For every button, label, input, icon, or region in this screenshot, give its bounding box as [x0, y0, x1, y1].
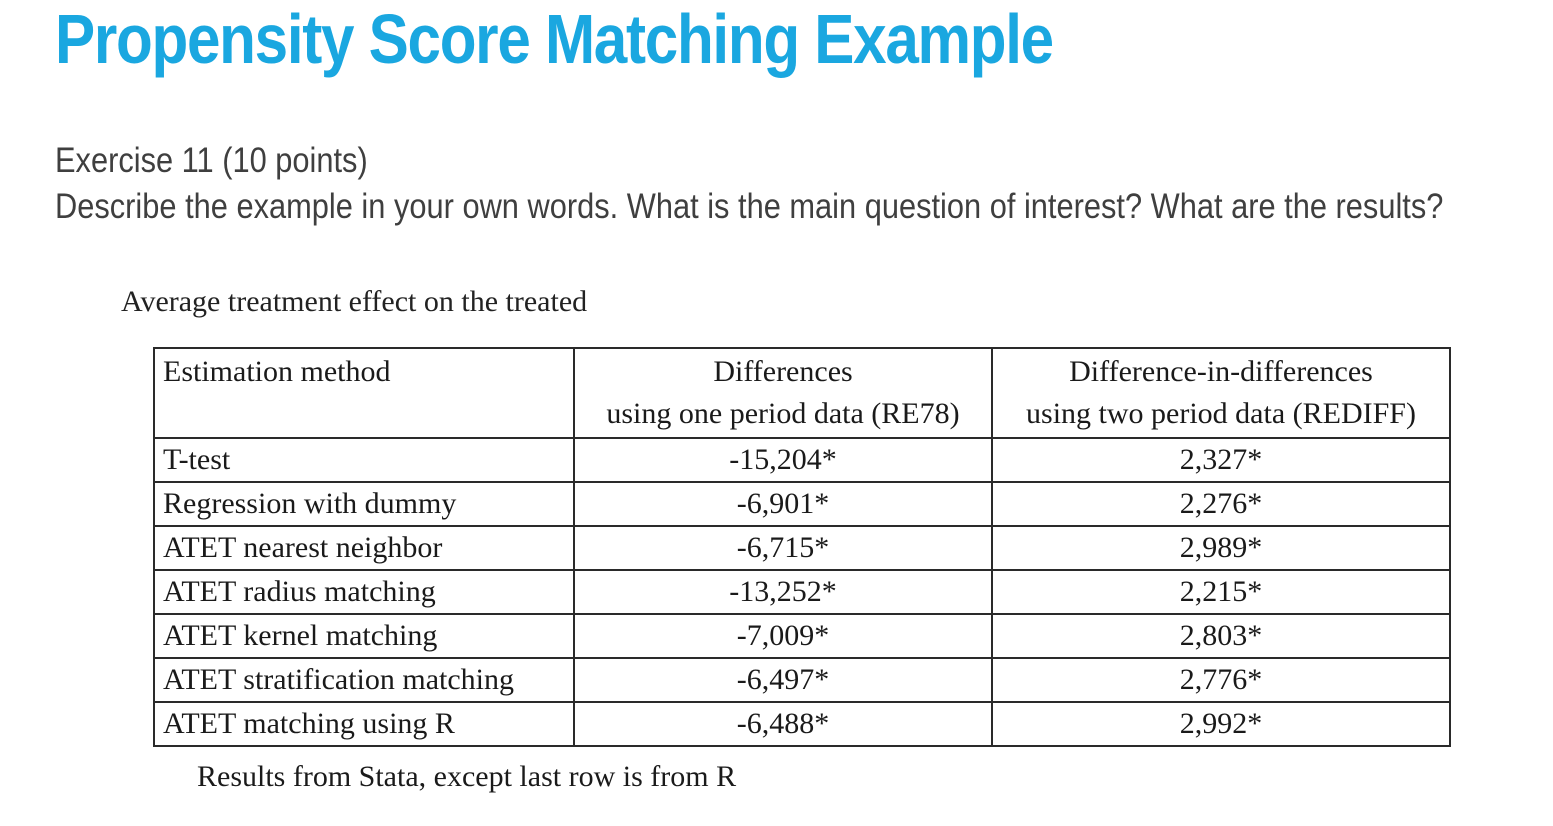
- cell-did: 2,215*: [991, 569, 1451, 615]
- header-differences-line-2: using one period data (RE78): [606, 397, 960, 430]
- header-did-line-2: using two period data (REDIFF): [1026, 397, 1416, 430]
- table-row: Regression with dummy -6,901* 2,276*: [153, 481, 1451, 527]
- cell-method: ATET stratification matching: [153, 657, 575, 703]
- cell-method: ATET matching using R: [153, 701, 575, 747]
- cell-did: 2,327*: [991, 437, 1451, 483]
- results-table: Estimation method Differences using one …: [153, 347, 1451, 747]
- cell-differences: -13,252*: [573, 569, 993, 615]
- table-row: T-test -15,204* 2,327*: [153, 437, 1451, 483]
- page-title: Propensity Score Matching Example: [55, 0, 1054, 78]
- header-did-line-1: Difference-in-differences: [1069, 355, 1373, 388]
- cell-method: T-test: [153, 437, 575, 483]
- table-row: ATET nearest neighbor -6,715* 2,989*: [153, 525, 1451, 571]
- cell-method: ATET kernel matching: [153, 613, 575, 659]
- header-difference-in-differences: Difference-in-differences using two peri…: [991, 347, 1451, 439]
- cell-differences: -15,204*: [573, 437, 993, 483]
- table-header-row: Estimation method Differences using one …: [153, 347, 1451, 439]
- cell-did: 2,276*: [991, 481, 1451, 527]
- table-footnote: Results from Stata, except last row is f…: [197, 760, 737, 793]
- cell-method: Regression with dummy: [153, 481, 575, 527]
- header-differences: Differences using one period data (RE78): [573, 347, 993, 439]
- exercise-heading: Exercise 11 (10 points): [55, 141, 368, 180]
- exercise-prompt: Describe the example in your own words. …: [55, 187, 1444, 226]
- cell-differences: -6,488*: [573, 701, 993, 747]
- table-row: ATET kernel matching -7,009* 2,803*: [153, 613, 1451, 659]
- table-caption: Average treatment effect on the treated: [121, 285, 588, 318]
- cell-differences: -7,009*: [573, 613, 993, 659]
- exercise-block: Exercise 11 (10 points) Describe the exa…: [55, 138, 1443, 230]
- cell-differences: -6,497*: [573, 657, 993, 703]
- cell-did: 2,992*: [991, 701, 1451, 747]
- cell-did: 2,776*: [991, 657, 1451, 703]
- table-row: ATET stratification matching -6,497* 2,7…: [153, 657, 1451, 703]
- cell-differences: -6,715*: [573, 525, 993, 571]
- cell-differences: -6,901*: [573, 481, 993, 527]
- cell-did: 2,989*: [991, 525, 1451, 571]
- header-differences-line-1: Differences: [713, 355, 853, 388]
- cell-method: ATET nearest neighbor: [153, 525, 575, 571]
- cell-method: ATET radius matching: [153, 569, 575, 615]
- header-estimation-method: Estimation method: [153, 347, 575, 439]
- table-row: ATET matching using R -6,488* 2,992*: [153, 701, 1451, 747]
- table-row: ATET radius matching -13,252* 2,215*: [153, 569, 1451, 615]
- cell-did: 2,803*: [991, 613, 1451, 659]
